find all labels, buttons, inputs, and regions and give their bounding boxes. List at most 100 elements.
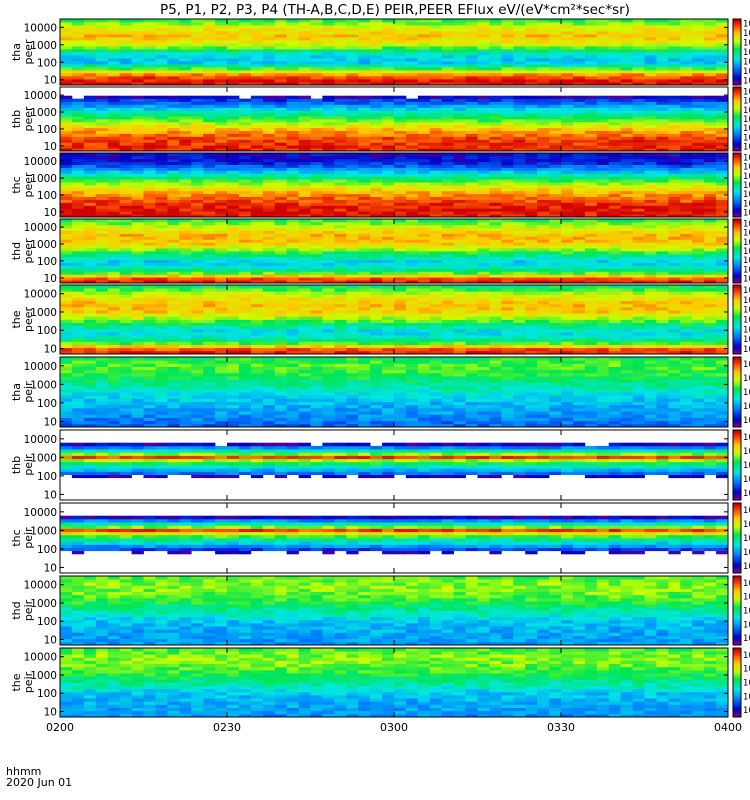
- spectrogram-cell: [71, 64, 85, 68]
- spectrogram-cell: [537, 199, 550, 203]
- spectrogram-cell: [465, 104, 478, 108]
- spectrogram-cell: [417, 199, 431, 203]
- spectrogram-cell: [489, 193, 502, 197]
- spectrogram-cell: [441, 179, 454, 183]
- spectrogram-cell: [584, 230, 598, 234]
- spectrogram-cell: [107, 280, 120, 284]
- spectrogram-cell: [191, 107, 204, 111]
- colorbar-segment: [733, 214, 741, 218]
- spectrogram-cell: [310, 233, 323, 237]
- spectrogram-cell: [155, 95, 168, 99]
- spectrogram-cell: [238, 205, 252, 209]
- spectrogram-cell: [394, 116, 407, 120]
- spectrogram-cell: [584, 259, 598, 263]
- spectrogram-cell: [394, 107, 407, 111]
- spectrogram-cell: [71, 19, 85, 23]
- spectrogram-cell: [143, 179, 156, 183]
- spectrogram-cell: [394, 161, 407, 165]
- spectrogram-cell: [274, 187, 287, 192]
- spectrogram-cell: [704, 31, 717, 35]
- spectrogram-cell: [179, 233, 192, 237]
- spectrogram-cell: [668, 176, 681, 180]
- spectrogram-cell: [513, 148, 526, 152]
- spectrogram-cell: [179, 265, 192, 269]
- spectrogram-cell: [537, 70, 550, 74]
- spectrogram-cell: [191, 119, 204, 123]
- spectrogram-cell: [286, 64, 299, 68]
- spectrogram-cell: [537, 239, 550, 243]
- spectrogram-cell: [489, 230, 502, 234]
- spectrogram-cell: [572, 199, 586, 203]
- spectrogram-cell: [394, 148, 407, 152]
- spectrogram-cell: [465, 233, 478, 237]
- spectrogram-cell: [227, 153, 240, 157]
- spectrogram-cell: [561, 64, 574, 68]
- spectrogram-cell: [549, 167, 562, 171]
- spectrogram-cell: [477, 136, 490, 140]
- spectrogram-cell: [477, 67, 490, 71]
- spectrogram-cell: [572, 230, 586, 234]
- spectrogram-cell: [596, 211, 610, 215]
- spectrogram-cell: [453, 271, 466, 275]
- spectrogram-cell: [227, 259, 240, 263]
- spectrogram-cell: [262, 70, 276, 74]
- spectrogram-cell: [322, 55, 335, 59]
- spectrogram-cell: [513, 130, 526, 134]
- spectrogram-cell: [310, 161, 323, 165]
- spectrogram-cell: [143, 161, 156, 165]
- spectrogram-cell: [405, 233, 419, 237]
- spectrogram-cell: [513, 136, 526, 140]
- spectrogram-cell: [680, 133, 693, 137]
- spectrogram-cell: [191, 37, 204, 41]
- spectrogram-cell: [489, 196, 502, 200]
- spectrogram-cell: [620, 153, 633, 157]
- spectrogram-cell: [274, 164, 287, 168]
- spectrogram-cell: [107, 22, 120, 26]
- spectrogram-cell: [60, 136, 73, 140]
- y-tick-label: 10: [44, 207, 57, 219]
- spectrogram-cell: [537, 28, 550, 32]
- spectrogram-cell: [549, 239, 562, 243]
- spectrogram-cell: [358, 265, 371, 269]
- spectrogram-cell: [596, 145, 610, 149]
- spectrogram-cell: [644, 101, 657, 105]
- spectrogram-cell: [227, 211, 240, 215]
- spectrogram-cell: [382, 214, 395, 218]
- spectrogram-cell: [525, 116, 538, 120]
- spectrogram-cell: [274, 230, 287, 234]
- spectrogram-cell: [286, 185, 299, 189]
- spectrogram-cell: [537, 148, 550, 152]
- spectrogram-cell: [537, 167, 550, 171]
- spectrogram-cell: [71, 55, 85, 59]
- spectrogram-cell: [620, 245, 633, 249]
- spectrogram-cell: [310, 221, 323, 226]
- spectrogram-cell: [155, 28, 168, 32]
- spectrogram-cell: [417, 202, 431, 206]
- spectrogram-cell: [179, 248, 192, 252]
- spectrogram-cell: [250, 158, 264, 163]
- spectrogram-cell: [465, 142, 478, 146]
- spectrogram-cell: [155, 145, 168, 149]
- spectrogram-cell: [250, 49, 264, 53]
- spectrogram-cell: [215, 193, 228, 197]
- spectrogram-cell: [358, 119, 371, 123]
- spectrogram-cell: [310, 145, 323, 149]
- spectrogram-cell: [489, 202, 502, 206]
- spectrogram-cell: [477, 58, 490, 62]
- spectrogram-cell: [549, 256, 562, 261]
- spectrogram-cell: [143, 190, 156, 195]
- spectrogram-cell: [203, 259, 216, 263]
- colorbar-segment: [733, 37, 741, 41]
- spectrogram-cell: [358, 101, 371, 105]
- spectrogram-cell: [215, 227, 228, 231]
- spectrogram-cell: [358, 31, 371, 35]
- spectrogram-cell: [405, 265, 419, 269]
- spectrogram-cell: [227, 34, 240, 38]
- spectrogram-cell: [155, 37, 168, 41]
- spectrogram-cell: [561, 37, 574, 41]
- spectrogram-cell: [465, 25, 478, 29]
- spectrogram-cell: [501, 158, 514, 163]
- spectrogram-cell: [71, 107, 85, 111]
- spectrogram-cell: [203, 127, 216, 131]
- spectrogram-cell: [238, 214, 252, 218]
